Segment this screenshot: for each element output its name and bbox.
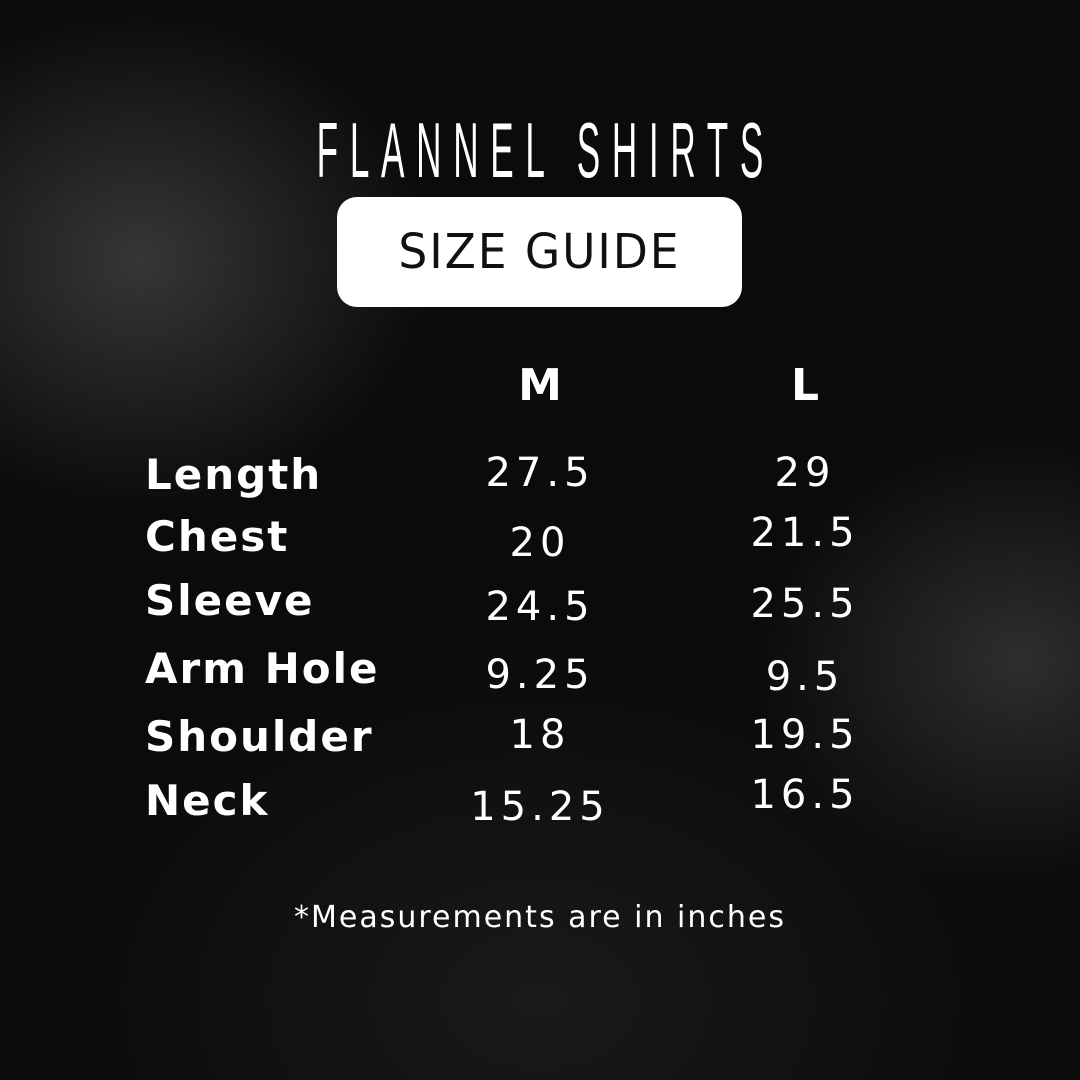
table-row: Arm Hole 9.25 9.5 bbox=[0, 644, 1080, 704]
value-l: 21.5 bbox=[750, 510, 860, 556]
value-m: 15.25 bbox=[470, 784, 610, 830]
table-row: Sleeve 24.5 25.5 bbox=[0, 576, 1080, 636]
footnote: *Measurements are in inches bbox=[293, 900, 786, 935]
value-m: 20 bbox=[509, 520, 571, 566]
row-label: Chest bbox=[145, 512, 290, 561]
row-label: Shoulder bbox=[145, 712, 374, 761]
table-row: Shoulder 18 19.5 bbox=[0, 712, 1080, 772]
value-l: 19.5 bbox=[750, 712, 860, 758]
value-l: 9.5 bbox=[765, 654, 845, 700]
column-header-l: L bbox=[790, 360, 820, 411]
value-m: 24.5 bbox=[485, 584, 595, 630]
page-title: FLANNEL SHIRTS bbox=[316, 106, 776, 194]
value-l: 25.5 bbox=[750, 581, 860, 627]
value-l: 16.5 bbox=[750, 772, 860, 818]
row-label: Sleeve bbox=[145, 576, 315, 625]
size-guide-label: SIZE GUIDE bbox=[398, 224, 681, 280]
value-l: 29 bbox=[774, 450, 836, 496]
row-label: Neck bbox=[145, 776, 270, 825]
table-row: Chest 20 21.5 bbox=[0, 510, 1080, 572]
table-row: Length 27.5 29 bbox=[0, 450, 1080, 510]
value-m: 9.25 bbox=[485, 652, 595, 698]
column-header-m: M bbox=[518, 360, 562, 411]
value-m: 18 bbox=[509, 712, 571, 758]
table-row: Neck 15.25 16.5 bbox=[0, 772, 1080, 836]
value-m: 27.5 bbox=[485, 450, 595, 496]
row-label: Arm Hole bbox=[145, 644, 380, 693]
row-label: Length bbox=[145, 450, 323, 499]
size-guide-badge: SIZE GUIDE bbox=[337, 197, 742, 307]
